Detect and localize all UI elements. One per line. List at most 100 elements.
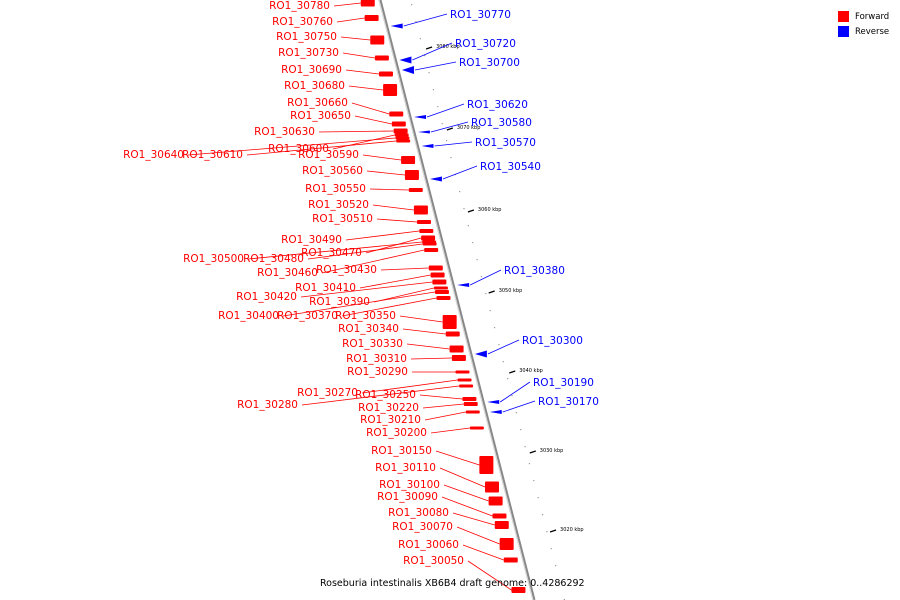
forward-gene bbox=[364, 15, 379, 21]
forward-gene bbox=[485, 481, 500, 493]
forward-gene-label: RO1_30420 bbox=[236, 291, 297, 303]
scale-tick bbox=[509, 370, 516, 374]
forward-gene-label: RO1_30290 bbox=[347, 366, 408, 378]
forward-gene bbox=[463, 402, 478, 406]
forward-gene bbox=[424, 248, 439, 252]
track-dot bbox=[411, 4, 413, 6]
forward-gene-label: RO1_30490 bbox=[281, 234, 342, 246]
track-dot bbox=[424, 55, 426, 57]
track-dot bbox=[428, 72, 430, 74]
forward-gene-leader bbox=[369, 188, 409, 191]
forward-gene bbox=[479, 456, 494, 474]
forward-gene-label: RO1_30590 bbox=[298, 149, 359, 161]
forward-gene bbox=[419, 229, 434, 233]
forward-gene bbox=[449, 345, 464, 353]
reverse-gene-label: RO1_30770 bbox=[450, 9, 511, 21]
reverse-gene-label: RO1_30170 bbox=[538, 396, 599, 408]
forward-gene-label: RO1_30350 bbox=[335, 310, 396, 322]
track-dot bbox=[528, 463, 531, 465]
forward-gene bbox=[391, 121, 406, 127]
track-dot bbox=[445, 140, 448, 142]
reverse-gene-leader bbox=[502, 400, 536, 413]
forward-swatch bbox=[838, 11, 849, 22]
forward-gene-label: RO1_30390 bbox=[309, 296, 370, 308]
forward-gene-leader bbox=[376, 218, 418, 223]
track-dot bbox=[507, 378, 509, 380]
forward-gene bbox=[430, 272, 445, 278]
track-dot bbox=[546, 531, 548, 533]
forward-gene bbox=[499, 538, 514, 550]
reverse-swatch bbox=[838, 26, 849, 37]
legend-forward-label: Forward bbox=[855, 11, 890, 22]
forward-gene bbox=[432, 279, 447, 285]
forward-gene bbox=[370, 35, 385, 45]
forward-gene-label: RO1_30280 bbox=[237, 399, 298, 411]
reverse-gene-label: RO1_30580 bbox=[471, 117, 532, 129]
forward-gene bbox=[360, 0, 375, 7]
forward-gene-label: RO1_30370 bbox=[277, 310, 338, 322]
forward-gene-label: RO1_30550 bbox=[305, 183, 366, 195]
forward-gene-label: RO1_30060 bbox=[398, 539, 459, 551]
track-dot bbox=[511, 395, 513, 397]
forward-gene-leader bbox=[361, 379, 458, 394]
reverse-gene bbox=[414, 115, 427, 119]
forward-gene-leader bbox=[419, 394, 463, 400]
scale-tick-label: 3070 kbp bbox=[457, 125, 481, 131]
scale-tick-label: 3020 kbp bbox=[560, 527, 584, 533]
track-dot bbox=[524, 446, 526, 448]
forward-gene bbox=[494, 521, 509, 529]
forward-gene-label: RO1_30430 bbox=[316, 264, 377, 276]
track-dot bbox=[559, 582, 561, 584]
forward-gene-leader bbox=[318, 130, 394, 133]
reverse-gene-leader bbox=[442, 165, 478, 180]
scale-tick-label: 3050 kbp bbox=[499, 288, 523, 294]
forward-gene-leader bbox=[300, 281, 433, 298]
track-dot bbox=[537, 497, 539, 499]
forward-gene-label: RO1_30070 bbox=[392, 521, 453, 533]
track-dot bbox=[489, 310, 491, 312]
reverse-gene bbox=[401, 66, 414, 74]
forward-gene-leader bbox=[422, 403, 464, 409]
forward-gene-label: RO1_30750 bbox=[276, 31, 337, 43]
forward-gene-label: RO1_30560 bbox=[302, 165, 363, 177]
track-dot bbox=[450, 157, 452, 159]
forward-gene-leader bbox=[282, 291, 436, 317]
forward-gene-leader bbox=[430, 427, 470, 434]
legend-reverse: Reverse bbox=[838, 24, 889, 39]
legend: Forward Reverse bbox=[838, 9, 889, 39]
forward-gene bbox=[457, 378, 472, 382]
forward-gene bbox=[394, 133, 409, 137]
reverse-gene bbox=[390, 23, 403, 29]
reverse-gene-label: RO1_30190 bbox=[533, 377, 594, 389]
track-dot bbox=[502, 361, 504, 363]
reverse-gene-label: RO1_30620 bbox=[467, 99, 528, 111]
forward-gene-leader bbox=[435, 450, 480, 466]
forward-gene-label: RO1_30640 bbox=[123, 149, 184, 161]
reverse-gene bbox=[399, 56, 412, 64]
reverse-gene-leader bbox=[430, 121, 469, 133]
forward-gene bbox=[455, 370, 470, 374]
forward-gene-label: RO1_30660 bbox=[287, 97, 348, 109]
forward-gene-label: RO1_30220 bbox=[358, 402, 419, 414]
track-dot bbox=[463, 208, 465, 210]
forward-gene bbox=[404, 170, 419, 180]
forward-gene bbox=[488, 496, 503, 506]
reverse-gene-label: RO1_30300 bbox=[522, 335, 583, 347]
scale-tick-label: 3060 kbp bbox=[478, 207, 502, 213]
forward-gene-label: RO1_30760 bbox=[272, 16, 333, 28]
track-dot bbox=[437, 106, 439, 108]
forward-gene-leader bbox=[246, 140, 397, 156]
track-dot bbox=[415, 21, 417, 23]
map-caption: Roseburia intestinalis XB6B4 draft genom… bbox=[320, 578, 585, 589]
scale-tick-label: 3030 kbp bbox=[540, 448, 564, 454]
forward-gene bbox=[465, 410, 480, 414]
forward-gene-label: RO1_30500 bbox=[183, 253, 244, 265]
forward-gene bbox=[442, 315, 457, 329]
forward-gene bbox=[492, 513, 507, 519]
forward-gene-leader bbox=[467, 560, 512, 591]
forward-gene-label: RO1_30200 bbox=[366, 427, 427, 439]
forward-gene bbox=[413, 205, 428, 215]
forward-gene bbox=[408, 188, 423, 192]
forward-gene-leader bbox=[341, 297, 437, 317]
track-dot bbox=[520, 429, 522, 431]
